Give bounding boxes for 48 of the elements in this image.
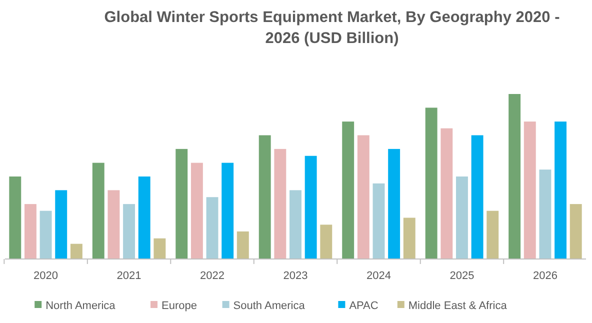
bar [524, 122, 536, 259]
bar [138, 176, 150, 259]
legend-label: Middle East & Africa [408, 300, 508, 312]
legend-label: Europe [162, 300, 197, 312]
bar [357, 135, 370, 259]
bar [486, 210, 499, 259]
x-tick-label: 2026 [532, 270, 558, 282]
bar [342, 122, 354, 259]
bar [55, 190, 68, 259]
x-tick-label: 2020 [34, 270, 58, 282]
bar [456, 176, 468, 259]
bar [258, 135, 271, 259]
bar [372, 183, 385, 259]
bar [123, 204, 135, 259]
bar [154, 238, 166, 259]
x-tick-label: 2021 [116, 270, 142, 282]
x-tick-label: 2025 [450, 270, 474, 282]
bar [425, 108, 438, 259]
bar [471, 135, 484, 259]
legend-label: South America [233, 300, 306, 312]
bar [388, 148, 400, 259]
bar [190, 162, 203, 259]
bar [320, 224, 332, 259]
x-tick-label: 2022 [200, 270, 225, 282]
legend-label: APAC [349, 300, 378, 312]
x-tick-label: 2024 [366, 270, 391, 282]
bar [9, 176, 22, 259]
x-tick-label: 2023 [283, 270, 308, 282]
bar [403, 218, 416, 259]
bar [290, 190, 302, 259]
bar [24, 204, 36, 259]
bar [40, 210, 52, 259]
bar [554, 122, 567, 259]
bar [570, 204, 582, 259]
bar [176, 148, 188, 259]
bar [92, 162, 104, 259]
bar [70, 244, 82, 259]
bar [304, 156, 317, 259]
bar [274, 148, 286, 259]
legend-label: North America [46, 300, 116, 312]
bar [108, 190, 120, 259]
bar [508, 94, 521, 259]
bar [440, 128, 453, 259]
chart-title: Global Winter Sports Equipment Market, By Geography 2020 - 2026 (USD Billion) [104, 9, 560, 47]
bar [236, 231, 249, 259]
bar [206, 197, 218, 259]
bar [222, 162, 234, 259]
bar [539, 170, 552, 259]
